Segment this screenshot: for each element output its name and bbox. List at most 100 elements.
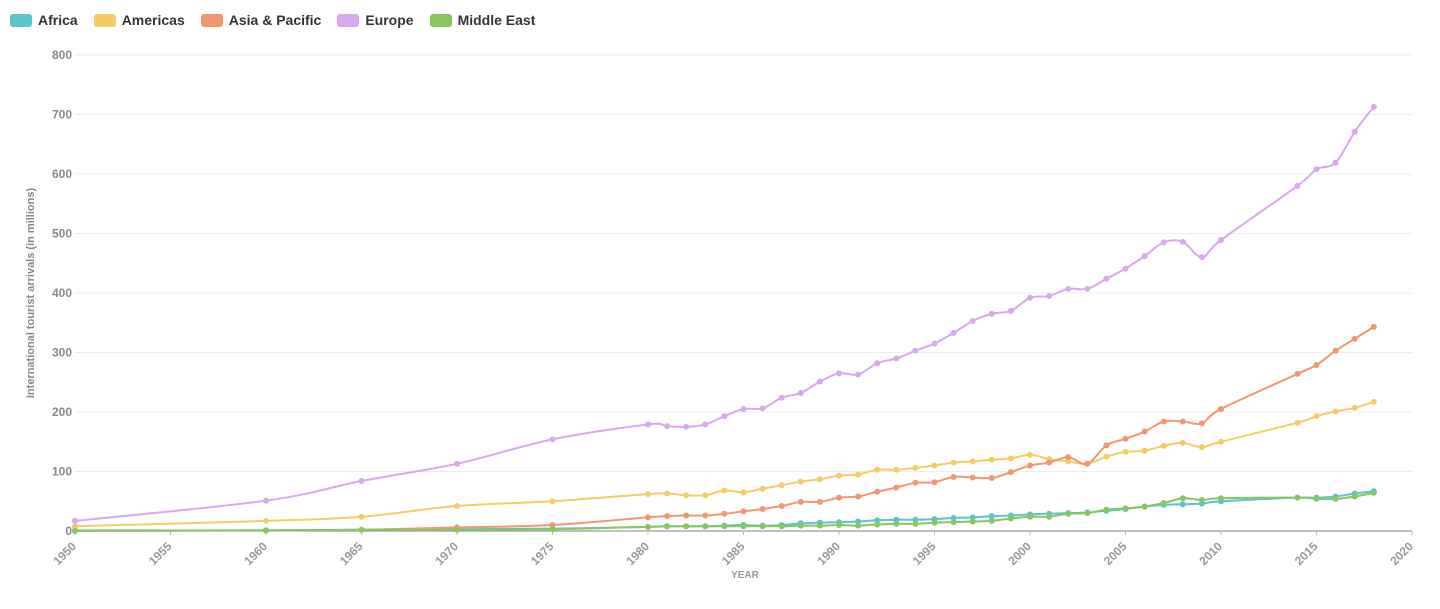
data-point xyxy=(893,484,900,491)
data-point xyxy=(1351,128,1358,135)
data-point xyxy=(1332,408,1339,415)
axis-layer: 0 100 200 300 400 500 600 700 800 1950 1955 1960 196… xyxy=(50,48,1416,568)
x-tick-label: 1975 xyxy=(528,539,557,568)
legend-label: Americas xyxy=(121,12,185,28)
data-point xyxy=(664,423,671,430)
data-point xyxy=(1313,413,1320,420)
legend-label: Middle East xyxy=(457,12,536,28)
data-point xyxy=(1141,503,1148,510)
data-point xyxy=(836,472,842,479)
series-middle-east xyxy=(72,489,1377,534)
data-point xyxy=(931,462,938,469)
data-point xyxy=(1103,453,1110,460)
data-point xyxy=(950,514,957,521)
x-tick-label: 2005 xyxy=(1101,539,1130,568)
y-tick-label: 500 xyxy=(52,227,72,241)
data-point xyxy=(1179,418,1186,425)
data-point xyxy=(874,488,881,495)
data-point xyxy=(988,513,995,520)
data-point xyxy=(1141,428,1148,435)
data-point xyxy=(855,471,862,478)
data-point xyxy=(893,520,900,527)
legend-label: Europe xyxy=(365,12,414,28)
data-point xyxy=(1313,166,1320,173)
data-point xyxy=(740,523,747,530)
legend-item-africa[interactable]: Africa xyxy=(10,12,78,28)
data-point xyxy=(1313,361,1320,368)
data-point xyxy=(263,517,269,524)
data-point xyxy=(1160,500,1167,507)
data-point xyxy=(1027,462,1033,469)
x-tick-label: 1990 xyxy=(814,539,843,568)
data-point xyxy=(721,510,728,517)
legend-item-europe[interactable]: Europe xyxy=(337,12,414,28)
data-point xyxy=(1218,495,1224,502)
data-point xyxy=(454,460,460,467)
data-point xyxy=(549,436,556,443)
data-point xyxy=(797,478,804,485)
x-tick-label: 2000 xyxy=(1005,539,1034,568)
x-tick-label: 1995 xyxy=(910,539,939,568)
data-point xyxy=(874,521,881,528)
data-point xyxy=(1179,439,1186,446)
data-point xyxy=(1179,495,1186,502)
data-point xyxy=(969,474,976,481)
data-point xyxy=(797,389,804,396)
data-point xyxy=(1122,505,1129,512)
data-point xyxy=(969,458,976,465)
data-point xyxy=(1294,370,1301,377)
x-tick-label: 1960 xyxy=(241,539,270,568)
data-point xyxy=(664,523,671,530)
x-tick-label: 1970 xyxy=(432,539,461,568)
series-europe xyxy=(72,103,1377,524)
data-point xyxy=(969,514,976,521)
data-point xyxy=(759,505,766,512)
series-line-asia-pacific xyxy=(74,326,1375,532)
data-point xyxy=(683,523,690,530)
data-point xyxy=(893,516,900,523)
data-point xyxy=(797,522,804,529)
data-point xyxy=(721,413,728,420)
data-point xyxy=(950,329,957,336)
data-point xyxy=(1351,335,1358,342)
data-point xyxy=(1179,501,1186,508)
legend-swatch xyxy=(429,13,452,27)
legend: Africa Americas Asia & Pacific Europe Middle… xyxy=(10,12,535,28)
data-point xyxy=(988,310,995,317)
series-line-europe xyxy=(74,106,1375,522)
data-point xyxy=(1218,406,1224,413)
data-point xyxy=(969,317,976,324)
data-point xyxy=(645,491,651,498)
data-point xyxy=(988,517,995,524)
x-tick-label: 1950 xyxy=(50,539,79,568)
legend-item-americas[interactable]: Americas xyxy=(93,12,185,28)
x-tick-label: 1980 xyxy=(623,539,652,568)
data-point xyxy=(1103,506,1110,513)
data-point xyxy=(1218,237,1224,244)
data-point xyxy=(1351,493,1358,500)
data-point xyxy=(988,475,995,482)
data-point xyxy=(1160,239,1167,246)
data-point xyxy=(1122,448,1129,455)
data-point xyxy=(1065,458,1072,465)
data-point xyxy=(1370,489,1377,496)
legend-item-middle-east[interactable]: Middle East xyxy=(429,12,536,28)
data-point xyxy=(1122,265,1129,272)
data-point xyxy=(702,421,709,428)
data-point xyxy=(836,522,842,529)
y-tick-label: 600 xyxy=(52,167,72,181)
data-point xyxy=(1046,459,1053,466)
data-point xyxy=(931,519,938,526)
data-point xyxy=(1160,442,1167,449)
data-point xyxy=(645,523,651,530)
y-tick-label: 0 xyxy=(65,524,72,538)
x-tick-label: 2015 xyxy=(1292,539,1321,568)
legend-label: Asia & Pacific xyxy=(228,12,322,28)
y-tick-label: 400 xyxy=(52,286,72,300)
data-point xyxy=(549,522,556,529)
data-point xyxy=(358,478,365,485)
data-point xyxy=(1198,254,1205,261)
legend-item-asia-pacific[interactable]: Asia & Pacific xyxy=(200,12,322,28)
data-point xyxy=(912,464,919,471)
